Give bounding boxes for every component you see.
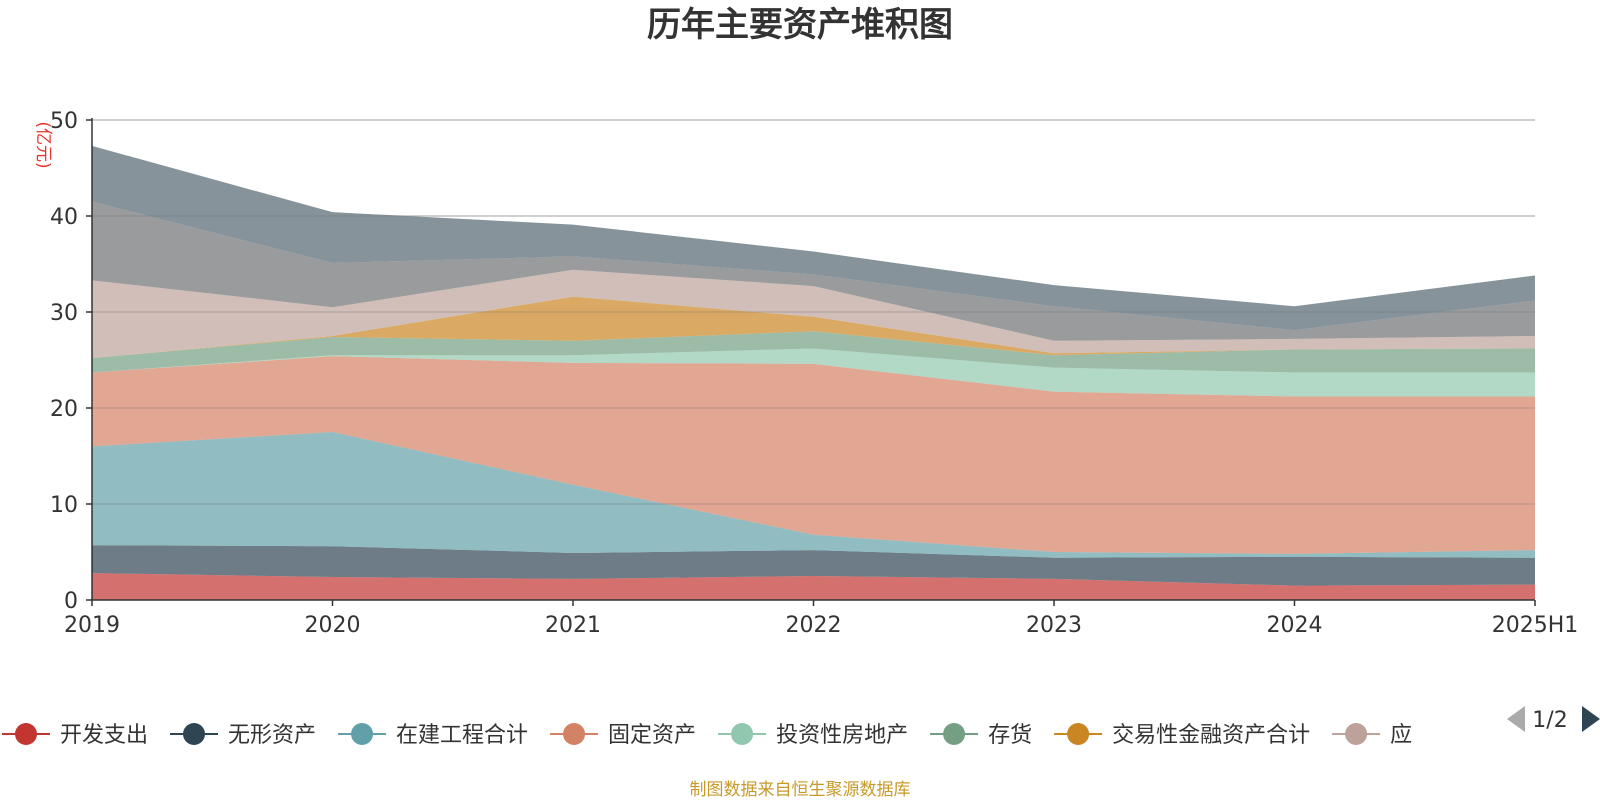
legend-circle-icon (563, 723, 586, 745)
legend: 开发支出 无形资产 在建工程合计 固定资产 投资性房地产 存货 交易性金融资产合计 应 (2, 723, 1412, 748)
legend-circle-icon (731, 723, 754, 745)
legend-label: 存货 (988, 723, 1032, 748)
legend-item[interactable]: 开发支出 (2, 723, 148, 748)
area-series-9 (92, 145, 1535, 331)
x-tick-label: 2020 (305, 613, 361, 638)
legend-label: 开发支出 (60, 723, 148, 748)
legend-next-arrow-icon[interactable] (1582, 706, 1600, 732)
legend-label: 应 (1390, 723, 1412, 748)
legend-circle-icon (15, 723, 37, 745)
legend-circle-icon (1345, 723, 1368, 745)
legend-pager: 1/2 (1507, 706, 1600, 733)
legend-item[interactable]: 交易性金融资产合计 (1054, 723, 1310, 748)
y-tick-label: 50 (50, 109, 78, 134)
legend-item[interactable]: 投资性房地产 (718, 723, 908, 748)
data-source-footer: 制图数据来自恒生聚源数据库 (690, 780, 911, 800)
legend-circle-icon (183, 723, 206, 745)
legend-item[interactable]: 在建工程合计 (338, 723, 528, 748)
legend-label: 固定资产 (608, 723, 696, 748)
legend-item[interactable]: 无形资产 (170, 723, 316, 748)
legend-item[interactable]: 固定资产 (550, 723, 696, 748)
legend-label: 交易性金融资产合计 (1112, 723, 1310, 748)
area-series-3 (92, 356, 1535, 554)
y-tick-label: 40 (50, 205, 78, 230)
y-axis-unit: (亿元) (33, 121, 53, 168)
x-tick-label: 2024 (1267, 613, 1323, 638)
area-series-0 (92, 573, 1535, 600)
x-tick-label: 2021 (545, 613, 601, 638)
y-tick-label: 0 (64, 589, 78, 614)
x-tick-label: 2023 (1026, 613, 1082, 638)
legend-label: 投资性房地产 (776, 723, 908, 748)
series-areas (92, 119, 1535, 600)
legend-page-indicator: 1/2 (1532, 708, 1567, 733)
y-tick-label: 20 (50, 397, 78, 422)
legend-item[interactable]: 应 (1332, 723, 1412, 748)
legend-circle-icon (1067, 723, 1090, 745)
axes: 0 10 20 30 40 50 2019 2020 2021 2022 2023 2024 2025H… (50, 109, 1578, 638)
x-tick-label: 2025H1 (1492, 613, 1579, 638)
area-series-2 (92, 432, 1535, 558)
area-series-6 (92, 296, 1535, 359)
legend-circle-icon (943, 723, 966, 745)
legend-prev-arrow-icon[interactable] (1507, 706, 1525, 732)
area-series-4 (92, 348, 1535, 397)
area-series-7 (92, 269, 1535, 359)
legend-circle-icon (351, 723, 374, 745)
legend-label: 无形资产 (228, 723, 316, 748)
x-tick-label: 2019 (64, 613, 120, 638)
legend-label: 在建工程合计 (396, 723, 528, 748)
y-tick-label: 30 (50, 301, 78, 326)
area-series-1 (92, 545, 1535, 586)
area-series-8 (92, 201, 1535, 341)
x-tick-label: 2022 (786, 613, 842, 638)
area-series-5 (92, 331, 1535, 373)
legend-items: 开发支出 无形资产 在建工程合计 固定资产 投资性房地产 存货 交易性金融资产合计 应 (2, 723, 1412, 748)
chart-title: 历年主要资产堆积图 (647, 5, 953, 45)
legend-item[interactable]: 存货 (930, 723, 1032, 748)
y-tick-label: 10 (50, 493, 78, 518)
